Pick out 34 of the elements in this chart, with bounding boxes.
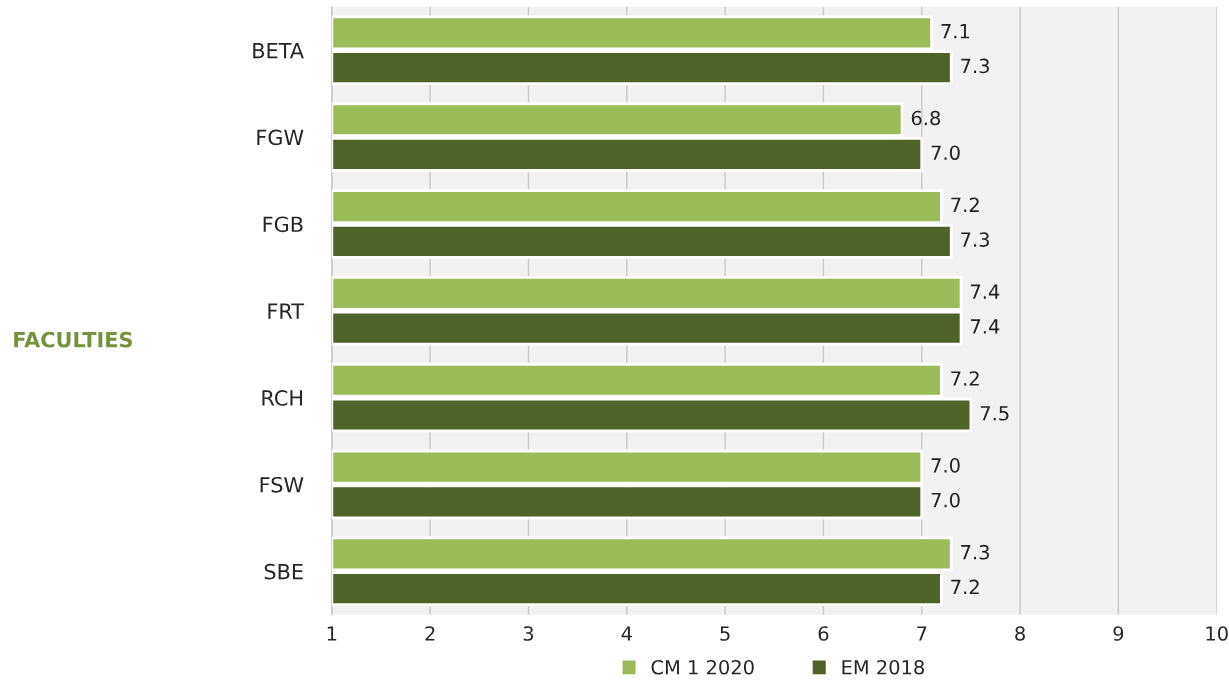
data-label: 7.4 bbox=[971, 319, 1000, 334]
data-label: 7.0 bbox=[931, 458, 960, 473]
data-label: 7.0 bbox=[931, 492, 960, 508]
data-label: 7.3 bbox=[961, 544, 989, 560]
data-label: 7.5 bbox=[980, 406, 1009, 421]
data-label: 7.4 bbox=[971, 284, 1000, 299]
x-tick-label: 7 bbox=[917, 626, 927, 641]
x-tick-label: 10 bbox=[1206, 626, 1228, 641]
x-tick-label: 4 bbox=[621, 626, 632, 641]
legend-label: CM 1 2020 bbox=[651, 659, 754, 675]
y-tick-label: BETA bbox=[253, 42, 304, 59]
data-label: 7.2 bbox=[951, 197, 979, 212]
data-label: 7.2 bbox=[951, 371, 979, 386]
y-tick-label: FGB bbox=[263, 216, 303, 233]
data-label: 7.2 bbox=[951, 579, 979, 595]
x-tick-label: 9 bbox=[1113, 626, 1124, 641]
y-tick-label: SBE bbox=[264, 563, 303, 580]
data-label: 7.3 bbox=[961, 58, 989, 74]
y-tick-label: FRT bbox=[268, 303, 305, 319]
x-tick-label: 3 bbox=[523, 626, 534, 641]
data-label: 7.3 bbox=[961, 232, 989, 247]
legend-label: EM 2018 bbox=[842, 659, 924, 675]
x-tick-label: 1 bbox=[327, 626, 337, 641]
y-tick-label: FGW bbox=[257, 129, 304, 146]
x-tick-label: 2 bbox=[425, 626, 435, 641]
text: FACULTIES bbox=[14, 331, 132, 348]
data-label: 7.1 bbox=[941, 24, 970, 39]
data-label: 6.8 bbox=[911, 110, 941, 126]
x-tick-label: 5 bbox=[720, 626, 730, 641]
y-tick-label: RCH bbox=[262, 390, 302, 406]
x-tick-label: 8 bbox=[1015, 626, 1025, 641]
y-tick-label: FSW bbox=[260, 476, 304, 493]
data-label: 7.0 bbox=[931, 145, 960, 161]
x-tick-label: 6 bbox=[818, 626, 829, 641]
